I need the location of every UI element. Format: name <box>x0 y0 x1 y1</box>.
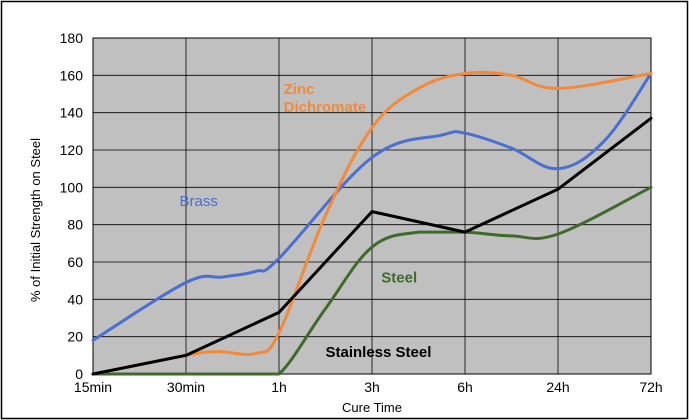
y-tick-label: 60 <box>67 254 83 270</box>
x-tick-label: 72h <box>639 379 662 395</box>
x-tick-label: 30min <box>167 379 205 395</box>
x-tick-label: 24h <box>546 379 569 395</box>
y-tick-label: 80 <box>67 217 83 233</box>
x-axis-title: Cure Time <box>342 400 402 415</box>
y-tick-label: 120 <box>60 142 84 158</box>
y-axis-title: % of Initial Strength on Steel <box>28 138 43 302</box>
y-tick-label: 100 <box>60 179 84 195</box>
y-tick-label: 160 <box>60 67 84 83</box>
y-tick-label: 140 <box>60 105 84 121</box>
y-tick-label: 40 <box>67 291 83 307</box>
series-label: Stainless Steel <box>326 344 432 361</box>
y-tick-label: 20 <box>67 329 83 345</box>
x-tick-label: 6h <box>457 379 473 395</box>
y-tick-label: 180 <box>60 30 84 46</box>
x-tick-label: 1h <box>271 379 287 395</box>
x-tick-label: 15min <box>74 379 112 395</box>
series-label: Steel <box>381 270 417 287</box>
series-label: Brass <box>179 193 217 210</box>
x-tick-label: 3h <box>364 379 380 395</box>
